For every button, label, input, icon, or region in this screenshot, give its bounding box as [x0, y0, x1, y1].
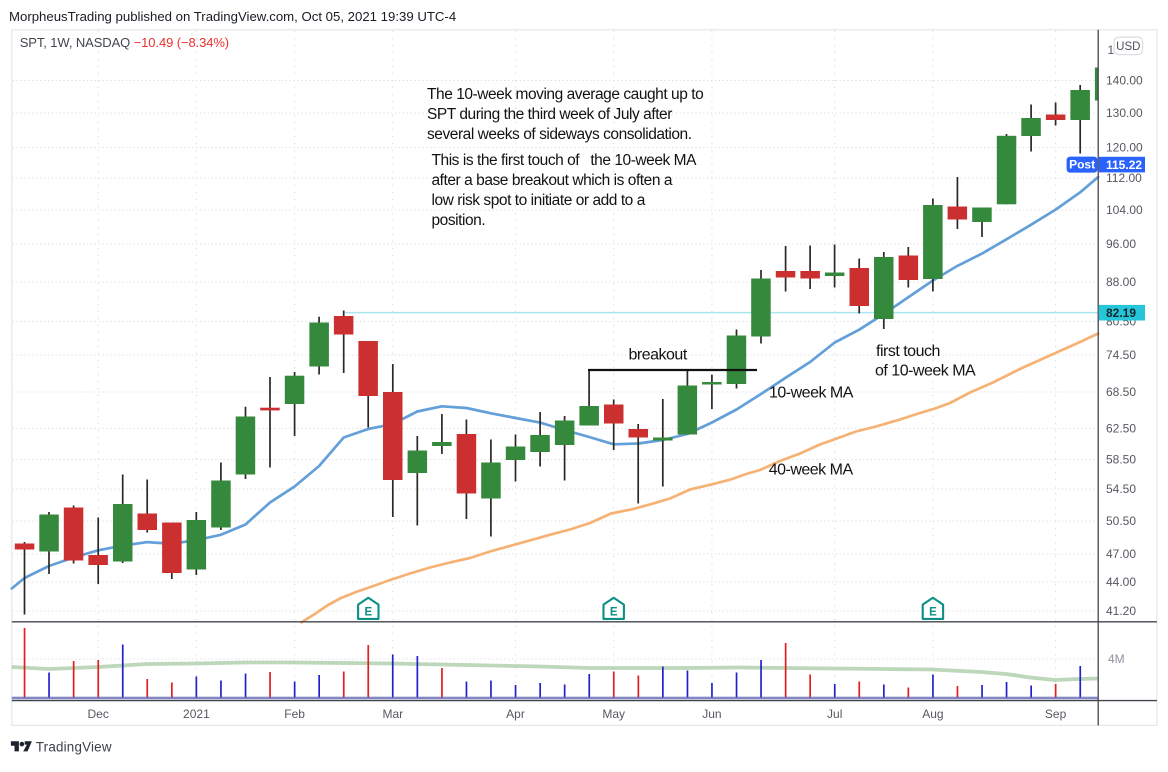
svg-text:E: E — [929, 606, 937, 618]
svg-text:low risk spot to initiate or a: low risk spot to initiate or add to a — [432, 192, 646, 209]
svg-text:Mar: Mar — [382, 707, 403, 721]
svg-text:first touch: first touch — [876, 343, 940, 360]
svg-text:50.50: 50.50 — [1106, 514, 1136, 528]
svg-text:68.50: 68.50 — [1106, 385, 1136, 399]
svg-text:Jul: Jul — [827, 707, 842, 721]
svg-text:40-week MA: 40-week MA — [769, 462, 854, 479]
svg-text:Jun: Jun — [702, 707, 721, 721]
svg-text:96.00: 96.00 — [1106, 237, 1136, 251]
svg-text:Dec: Dec — [88, 707, 109, 721]
svg-text:120.00: 120.00 — [1106, 141, 1143, 155]
svg-text:May: May — [602, 707, 625, 721]
svg-text:4M: 4M — [1108, 652, 1125, 666]
svg-text:82.19: 82.19 — [1106, 306, 1136, 320]
svg-text:of 10-week MA: of 10-week MA — [875, 363, 976, 380]
svg-text:Aug: Aug — [922, 707, 943, 721]
svg-text:Post: Post — [1069, 158, 1095, 172]
svg-text:Feb: Feb — [284, 707, 305, 721]
svg-text:130.00: 130.00 — [1106, 106, 1143, 120]
svg-text:Apr: Apr — [506, 707, 525, 721]
svg-text:SPT during the third week of J: SPT during the third week of July after — [427, 106, 672, 123]
svg-text:140.00: 140.00 — [1106, 74, 1143, 88]
svg-text:TradingView: TradingView — [36, 740, 112, 755]
svg-text:2021: 2021 — [183, 707, 210, 721]
svg-text:54.50: 54.50 — [1106, 482, 1136, 496]
svg-text:several weeks of sideways cons: several weeks of sideways consolidation. — [427, 126, 692, 143]
svg-text:MorpheusTrading published on T: MorpheusTrading published on TradingView… — [9, 9, 456, 24]
svg-text:41.20: 41.20 — [1106, 604, 1136, 618]
svg-text:E: E — [364, 606, 372, 618]
svg-text:E: E — [610, 606, 618, 618]
svg-text:47.00: 47.00 — [1106, 547, 1136, 561]
svg-text:after a base breakout which is: after a base breakout which is often a — [432, 172, 673, 189]
svg-text:The 10-week moving average cau: The 10-week moving average caught up to — [427, 86, 703, 103]
svg-text:breakout: breakout — [629, 347, 688, 364]
svg-text:Sep: Sep — [1045, 707, 1067, 721]
svg-text:62.50: 62.50 — [1106, 422, 1136, 436]
svg-text:position.: position. — [432, 212, 486, 229]
svg-text:SPT, 1W, NASDAQ −10.49 (−8.34%: SPT, 1W, NASDAQ −10.49 (−8.34%) — [20, 35, 229, 50]
svg-text:This is the first touch of th: This is the first touch of the 10-week M… — [432, 152, 698, 169]
svg-text:74.50: 74.50 — [1106, 348, 1136, 362]
svg-text:58.50: 58.50 — [1106, 453, 1136, 467]
svg-text:10-week MA: 10-week MA — [769, 385, 854, 402]
svg-text:104.00: 104.00 — [1106, 203, 1143, 217]
svg-text:115.22: 115.22 — [1106, 158, 1142, 172]
svg-text:USD: USD — [1116, 41, 1140, 53]
svg-text:1: 1 — [1108, 43, 1115, 57]
svg-text:44.00: 44.00 — [1106, 575, 1136, 589]
svg-text:112.00: 112.00 — [1106, 171, 1142, 185]
svg-text:88.00: 88.00 — [1106, 275, 1136, 289]
